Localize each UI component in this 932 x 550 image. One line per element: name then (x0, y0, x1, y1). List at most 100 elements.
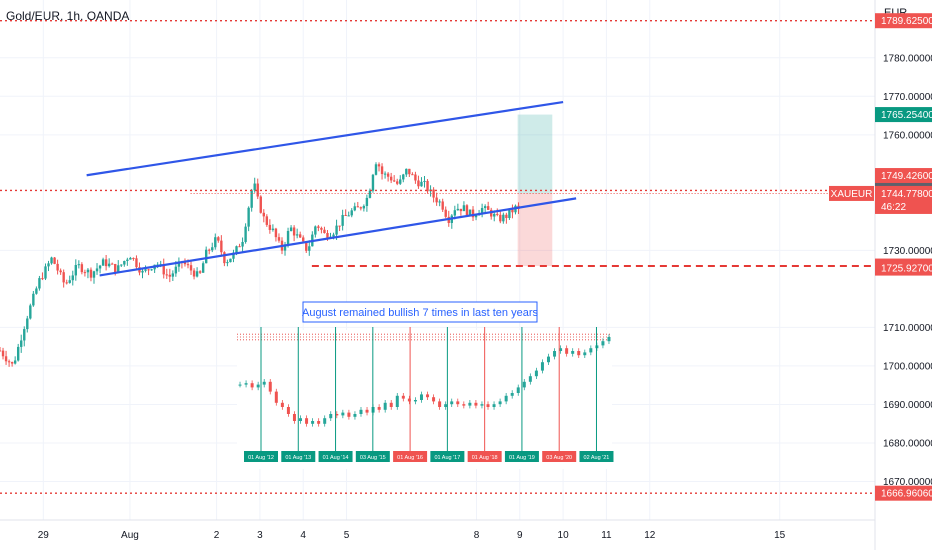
inset-candle-body (365, 409, 369, 413)
candle-body (83, 272, 87, 274)
price-tag (875, 107, 932, 123)
symbol-tag-label: XAUEUR (831, 189, 873, 200)
candle-body (317, 226, 320, 228)
inset-year-label: 01 Aug '18 (472, 455, 498, 461)
candle-body (305, 241, 308, 251)
inset-background (237, 330, 612, 469)
candle-body (414, 174, 417, 181)
candle-body (177, 261, 181, 267)
inset-candle-body (341, 412, 345, 416)
inset-year-label: 02 Aug '21 (584, 455, 610, 461)
candle-body (274, 228, 278, 238)
candle-body (386, 173, 390, 177)
candle-body (399, 179, 402, 184)
candle-body (365, 197, 369, 206)
inset-candle-body (238, 384, 242, 386)
position-target-zone (517, 114, 553, 194)
inset-year-tag (318, 451, 353, 462)
candle-body (298, 234, 302, 238)
inset-candle-body (383, 402, 387, 410)
inset-candle-body (395, 395, 399, 407)
candle-body (241, 241, 244, 247)
inset-candle-body (468, 402, 472, 406)
inset-candle-body (546, 356, 550, 363)
inset-year-tag (281, 451, 316, 462)
candle-body (486, 206, 490, 210)
candle-body (41, 278, 44, 280)
price-tick-label: 1670.00000 (883, 477, 932, 488)
inset-year-tag (355, 451, 390, 462)
candle-body (402, 174, 405, 180)
price-axis[interactable]: 1670.00000 1680.00000 1690.00000 1700.00000… (883, 53, 932, 488)
candle-body (295, 234, 299, 236)
candle-body (26, 318, 29, 330)
grid (0, 0, 875, 520)
candle-body (7, 361, 11, 363)
inset-candle-body (583, 352, 587, 356)
time-tick-label: 4 (300, 530, 306, 541)
candle-body (259, 196, 262, 213)
inset-candle-body (389, 402, 393, 407)
candle-body (135, 258, 138, 268)
candle-body (505, 214, 508, 219)
candle-body (277, 237, 281, 241)
price-tag (875, 185, 932, 214)
candle-body (1, 350, 5, 357)
inset-year-tag (430, 451, 465, 462)
annotation-callout[interactable]: August remained bullish 7 times in last … (302, 301, 539, 323)
candle-body (471, 209, 475, 218)
candle-body (323, 229, 326, 234)
candle-body (356, 206, 359, 208)
channel-lower-line[interactable] (99, 197, 577, 277)
candle-body (502, 214, 505, 222)
inset-candle-body (486, 404, 490, 407)
candle-body (453, 210, 457, 216)
chart-title: Gold/EUR, 1h, OANDA (6, 9, 130, 23)
candle-body (211, 247, 214, 251)
long-position-box[interactable] (517, 114, 553, 267)
inset-candle-body (577, 351, 581, 356)
price-tick-label: 1780.00000 (883, 53, 932, 64)
inset-candle-body (413, 400, 417, 402)
candle-body (132, 257, 135, 259)
trend-channel[interactable] (86, 100, 577, 277)
candle-body (35, 288, 38, 294)
inset-candle-body (504, 395, 508, 402)
candle-body (189, 265, 193, 271)
candle-body (256, 183, 259, 197)
inset-candle-body (299, 418, 303, 421)
candle-body (238, 246, 241, 248)
inset-candle-body (329, 414, 333, 419)
inset-candle-body (498, 401, 502, 405)
candle-body (459, 208, 463, 212)
candle-body (162, 264, 165, 275)
channel-upper-line[interactable] (86, 100, 564, 177)
candle-body (74, 265, 78, 276)
candle-body (174, 266, 178, 274)
candle-body (117, 265, 120, 273)
candle-body (120, 264, 123, 266)
time-axis[interactable]: 29 Aug 2 3 4 5 8 9 10 11 12 15 (38, 530, 786, 541)
price-tick-label: 1760.00000 (883, 130, 932, 141)
candle-body (380, 166, 384, 175)
candle-body (201, 263, 205, 273)
inset-candle-body (516, 387, 520, 393)
price-tag (875, 168, 932, 184)
candle-body (220, 240, 223, 253)
inset-candle-body (335, 414, 339, 416)
time-tick-label: 5 (344, 530, 350, 541)
candle-body (353, 206, 356, 211)
candle-body (0, 350, 2, 352)
candle-body (286, 230, 290, 245)
price-tick-label: 1770.00000 (883, 92, 932, 103)
candle-body (217, 237, 220, 241)
inset-year-tag (504, 451, 539, 462)
candle-body (192, 270, 196, 277)
inset-candle-body (377, 407, 381, 410)
inset-candle-body (359, 409, 363, 414)
candle-body (341, 214, 344, 226)
inset-candle-body (305, 418, 309, 424)
inset-candle-body (419, 394, 423, 400)
inset-year-label: 03 Aug '15 (360, 455, 386, 461)
